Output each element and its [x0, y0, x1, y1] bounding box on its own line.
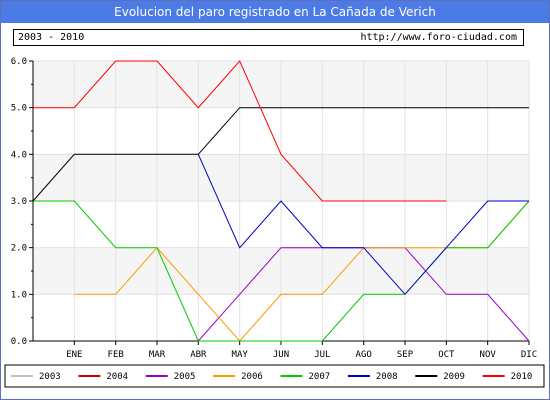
legend-label-2004: 2004	[106, 372, 128, 382]
source-url: http://www.foro-ciudad.com	[360, 32, 517, 43]
x-tick-label: JUL	[314, 350, 330, 360]
x-tick-label: FEB	[108, 350, 124, 360]
series-line-2008	[197, 154, 529, 296]
x-tick-label: JUN	[273, 350, 289, 360]
x-tick-label: SEP	[397, 350, 414, 360]
y-tick-label: 6.0	[11, 57, 27, 67]
legend-label-2006: 2006	[241, 372, 263, 382]
chart-title: Evolucion del paro registrado en La Caña…	[1, 1, 549, 23]
legend-label-2005: 2005	[174, 372, 196, 382]
x-tick-label: DIC	[521, 350, 537, 360]
x-tick-label: ENE	[66, 350, 82, 360]
x-tick-label: ABR	[190, 350, 207, 360]
legend-label-2003: 2003	[39, 372, 61, 382]
legend-label-2008: 2008	[376, 372, 398, 382]
y-tick-label: 0.0	[11, 337, 27, 347]
y-tick-label: 4.0	[11, 150, 27, 160]
x-tick-label: NOV	[480, 350, 497, 360]
x-tick-label: MAY	[232, 350, 249, 360]
y-tick-label: 2.0	[11, 244, 27, 254]
legend-label-2009: 2009	[443, 372, 465, 382]
x-tick-label: OCT	[438, 350, 455, 360]
info-bar: 2003 - 2010 http://www.foro-ciudad.com	[13, 29, 524, 46]
x-tick-label: AGO	[356, 350, 372, 360]
y-tick-label: 1.0	[11, 290, 27, 300]
x-tick-label: MAR	[149, 350, 166, 360]
y-tick-label: 5.0	[11, 104, 27, 114]
period-label: 2003 - 2010	[18, 32, 85, 43]
legend-label-2010: 2010	[511, 372, 533, 382]
legend-label-2007: 2007	[309, 372, 331, 382]
series-line-2010	[33, 60, 447, 202]
y-tick-label: 3.0	[11, 197, 27, 207]
series-line-2009	[32, 107, 529, 202]
legend-box	[4, 364, 545, 388]
